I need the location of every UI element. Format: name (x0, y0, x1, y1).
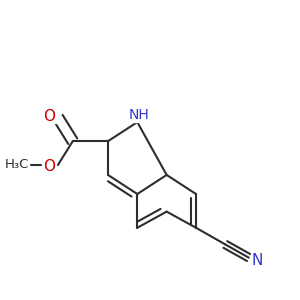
Bar (42, 160, 56, 173)
Text: O: O (43, 159, 55, 174)
Bar (42, 110, 56, 123)
Text: NH: NH (128, 108, 149, 122)
Text: N: N (252, 253, 263, 268)
Bar (128, 108, 150, 122)
Bar (250, 254, 265, 267)
Text: O: O (43, 109, 55, 124)
Bar (4, 158, 29, 171)
Text: H₃C: H₃C (5, 158, 29, 171)
